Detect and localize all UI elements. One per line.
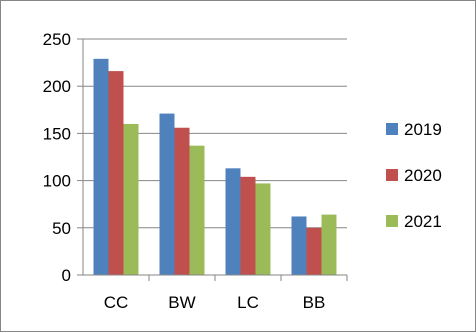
y-tick-label: 150 <box>43 124 71 143</box>
bars <box>93 58 337 276</box>
bar-bw-2019 <box>159 113 175 276</box>
legend-swatch-2019 <box>386 123 398 135</box>
x-tick-labels: CC BW LC BB <box>104 293 326 312</box>
legend-swatch-2021 <box>386 215 398 227</box>
bar-cc-2020 <box>108 71 124 275</box>
y-tick-label: 200 <box>43 77 71 96</box>
bar-lc-2020 <box>240 176 256 275</box>
y-tick-label: 250 <box>43 30 71 49</box>
y-tick-label: 50 <box>52 219 71 238</box>
bar-cc-2019 <box>93 58 109 275</box>
legend-label-2019: 2019 <box>404 120 442 139</box>
bar-bw-2020 <box>174 127 190 276</box>
x-tick-label: LC <box>237 293 259 312</box>
bar-bb-2019 <box>291 216 307 275</box>
axes <box>77 38 348 281</box>
legend-swatch-2020 <box>386 169 398 181</box>
bar-lc-2019 <box>225 168 241 275</box>
bar-lc-2021 <box>255 183 271 275</box>
bar-bw-2021 <box>189 145 205 275</box>
legend: 2019 2020 2021 <box>386 120 442 231</box>
legend-label-2020: 2020 <box>404 166 442 185</box>
x-tick-label: BB <box>303 293 326 312</box>
x-tick-label: BW <box>168 293 195 312</box>
y-tick-label: 0 <box>62 266 71 285</box>
bar-cc-2021 <box>123 123 139 276</box>
x-tick-label: CC <box>104 293 129 312</box>
y-tick-labels: 0 50 100 150 200 250 <box>43 30 71 285</box>
y-tick-label: 100 <box>43 172 71 191</box>
legend-label-2021: 2021 <box>404 212 442 231</box>
bar-bb-2020 <box>306 227 322 275</box>
bar-bb-2021 <box>321 214 337 275</box>
